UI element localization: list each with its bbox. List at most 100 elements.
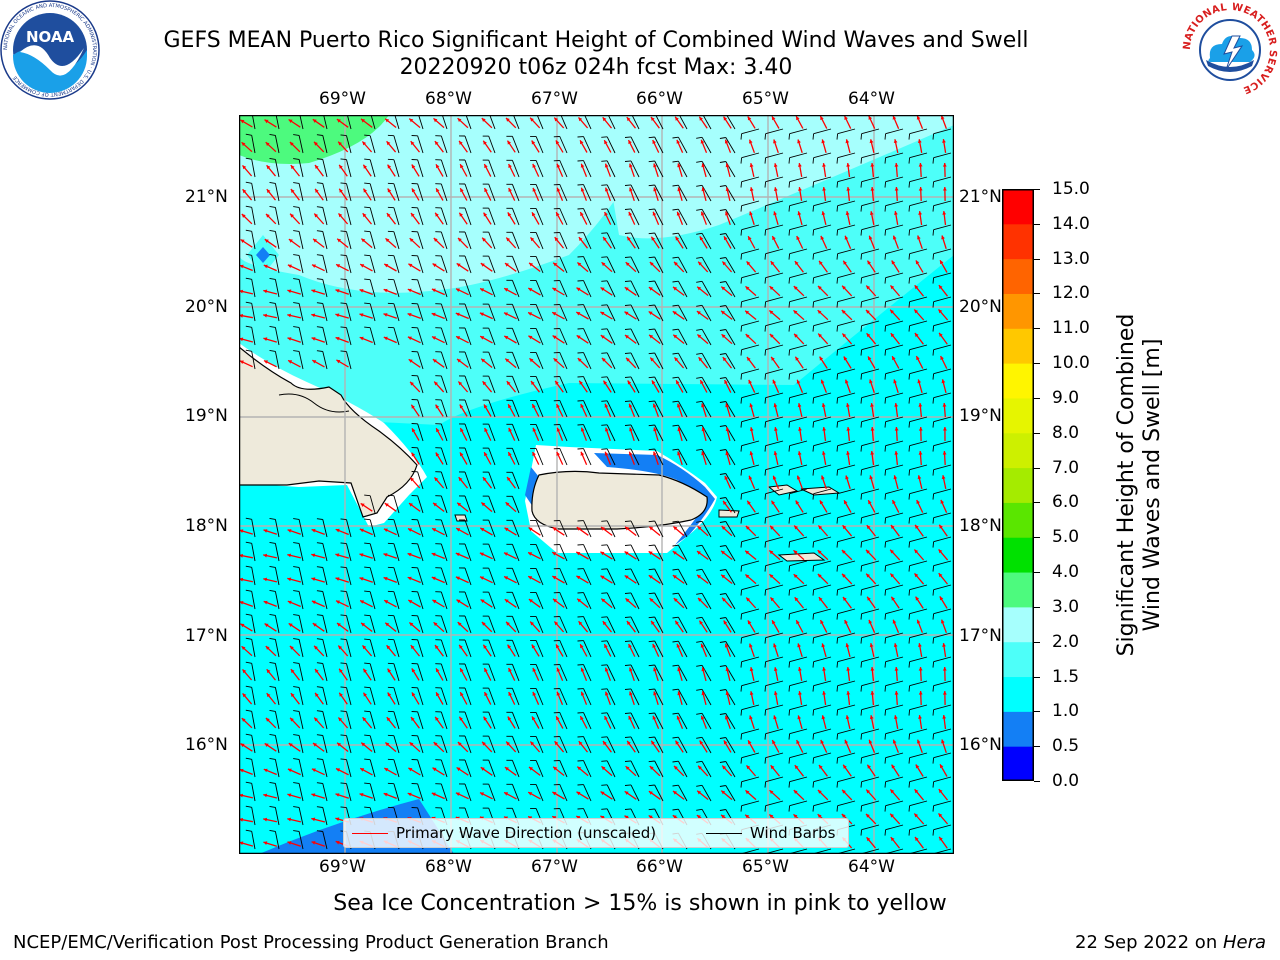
wave-direction-arrowhead [675,740,680,745]
wind-barb-flag [860,181,863,188]
wind-barb-flag [245,613,252,616]
wind-barb-flag [269,757,276,760]
wave-direction-arrowhead [940,499,945,504]
wave-direction-arrowhead [721,286,726,291]
colorbar-title-line2: Wind Waves and Swell [m] [1140,338,1165,632]
wind-barb-shaft [678,736,688,754]
wave-direction-arrowhead [938,789,943,794]
wind-barb-shaft [725,377,736,394]
wave-direction-arrowhead [701,163,706,168]
wind-barb-flag [836,349,839,356]
wind-barb-shaft [583,616,592,634]
wave-direction-arrowhead [938,549,943,554]
wind-barb-shaft [678,376,688,394]
wind-barb-shaft [789,392,808,399]
wind-barb-flag [601,160,608,162]
wind-barb-shaft [322,711,328,730]
wave-direction-arrowhead [508,404,512,409]
wave-direction-arrowhead [938,573,943,578]
wind-barb-flag [696,544,703,547]
wave-direction-arrowhead [891,525,895,529]
wave-direction-arrowhead [266,693,271,698]
wind-barb-shaft [369,207,376,226]
wind-barb-flag [672,568,679,571]
wave-direction-arrowhead [386,645,391,650]
wave-direction-arrowhead [480,599,485,603]
wind-barb-shaft [298,831,304,850]
wind-barb-flag [740,373,743,380]
wind-barb-flag [601,328,608,330]
wave-direction-arrowhead [508,164,512,168]
wind-barb-flag [245,325,252,328]
wind-barb-shaft [440,159,448,178]
wave-direction-arrowhead [554,741,559,746]
wind-barb-shaft [789,296,808,303]
wave-direction-arrowhead [749,451,754,456]
wind-barb-flag [316,158,323,160]
wind-barb-flag [812,661,815,668]
wind-barb-shaft [909,488,928,495]
wind-barb-shaft [765,752,784,759]
wave-direction-arrowhead [748,379,752,384]
wave-direction-arrowhead [384,768,389,772]
wind-barb-flag [293,758,300,760]
wind-barb-shaft [789,728,808,735]
wave-direction-arrowhead [266,669,271,674]
wind-barb-shaft [511,304,520,322]
wave-direction-arrowhead [480,336,485,340]
wind-barb-shaft [630,520,640,538]
wind-barb-shaft [559,664,568,682]
wind-barb-flag [932,493,935,500]
wave-direction-arrowhead [339,692,343,697]
wind-barb-flag [740,781,743,788]
wave-direction-arrowhead [386,717,391,722]
wind-barb-shaft [464,351,472,370]
wave-direction-arrowhead [603,380,608,385]
colorbar-tick-label: 14.0 [1052,213,1090,234]
wave-direction-arrowhead [335,528,340,533]
wind-barb-shaft [559,136,568,154]
wave-direction-arrowhead [746,597,751,602]
wave-direction-arrowhead [605,187,609,192]
wind-barb-flag [672,160,679,163]
wind-barb-flag [316,710,323,712]
wind-barb-shaft [654,352,664,370]
colorbar-tick [1034,606,1040,608]
wind-barb-shaft [394,115,400,130]
wind-barb-shaft [346,567,352,586]
wind-barb-flag [293,278,300,280]
wave-direction-arrowhead [796,379,801,384]
wave-direction-arrowhead [943,427,947,431]
wind-barb-shaft [322,351,328,370]
wave-direction-arrowhead [914,285,919,290]
wind-barb-flag [672,520,679,523]
wave-direction-arrowhead [700,139,705,144]
wave-direction-arrowhead [504,792,509,796]
wind-barb-shaft [274,711,280,730]
wind-barb-flag [932,517,935,524]
wind-barb-flag [812,637,815,644]
wave-direction-arrowhead [870,187,875,191]
wave-direction-arrowhead [673,526,678,531]
wind-barb-shaft [933,536,952,543]
wave-direction-arrowhead [407,288,412,293]
wind-barb-flag [932,373,935,380]
wind-barb-shaft [789,704,808,711]
wind-barb-flag [719,281,726,283]
wind-barb-shaft [654,688,664,706]
wave-direction-arrowhead [723,740,728,745]
wave-direction-arrowhead [674,261,678,266]
wave-direction-arrowhead [552,312,557,316]
wave-direction-arrowhead [577,766,582,771]
wind-barb-shaft [323,115,328,130]
wave-direction-arrowhead [458,237,462,242]
wind-barb-flag [764,421,767,428]
wind-barb-shaft [346,519,352,538]
wave-direction-arrowhead [383,792,388,797]
wind-barb-shaft [654,208,664,226]
lon-label-bottom-66w: 66°W [636,857,683,877]
wave-direction-arrowhead [604,140,608,145]
wave-direction-arrowhead [263,529,268,533]
wind-barb-shaft [765,200,784,207]
wave-direction-arrowhead [794,765,799,770]
